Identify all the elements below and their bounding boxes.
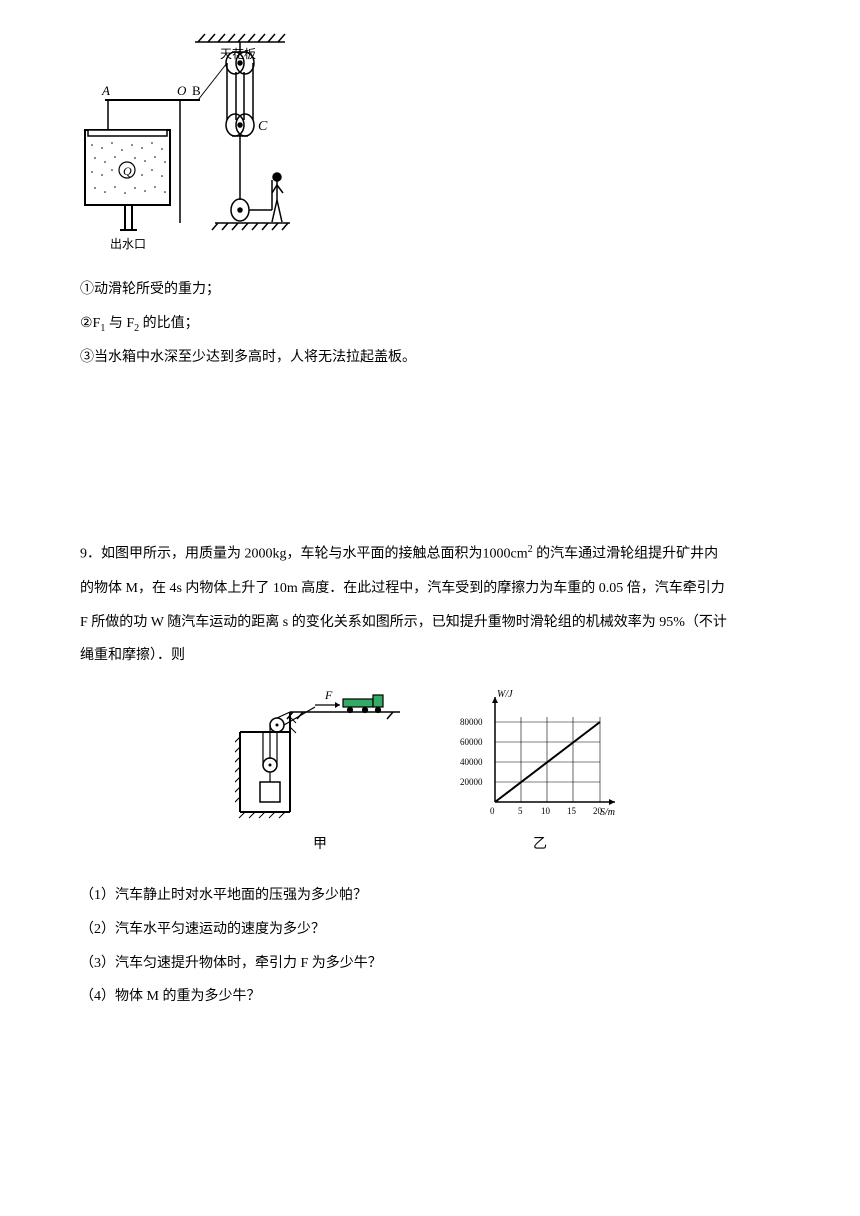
caption-yi: 乙 (455, 830, 625, 861)
label-B: B (192, 83, 201, 98)
label-A: A (101, 83, 110, 98)
pulley-tank-diagram: 天花板 C (80, 30, 290, 260)
ytick-2: 60000 (460, 737, 483, 747)
label-C: C (258, 119, 268, 134)
q9-t1: 如图甲所示，用质量为 2000kg，车轮与水平面的接触总面积为 (101, 547, 483, 562)
q8-2-prefix: ②F (80, 316, 100, 331)
ytick-3: 80000 (460, 717, 483, 727)
label-O: O (177, 83, 187, 98)
q9-sub-4: （4）物体 M 的重为多少牛？ (80, 982, 780, 1013)
chart-yi: W/J S/m 20000 40000 60000 80000 0 5 10 (455, 687, 625, 861)
label-F: F (324, 688, 333, 702)
ylabel: W/J (497, 689, 513, 700)
q9-sub-1: （1）汽车静止时对水平地面的压强为多少帕？ (80, 881, 780, 912)
q9-area: 1000cm (483, 547, 528, 562)
q8-2-suffix: 的比值； (139, 316, 199, 331)
xtick-3: 20 (593, 806, 603, 816)
q9-text-line-4: 绳重和摩擦）．则 (80, 641, 780, 672)
xtick-0: 5 (518, 806, 523, 816)
q9-number: 9． (80, 547, 101, 562)
q8-2-mid: 与 F (105, 316, 134, 331)
figure-1: 天花板 C (80, 30, 780, 260)
q8-item-2: ②F1 与 F2 的比值； (80, 309, 780, 340)
ytick-0: 20000 (460, 777, 483, 787)
outlet-label: 出水口 (110, 237, 146, 251)
q8-item-3: ③当水箱中水深至少达到多高时，人将无法拉起盖板。 (80, 343, 780, 374)
q9-text-line-1: 9．如图甲所示，用质量为 2000kg，车轮与水平面的接触总面积为1000cm2… (80, 539, 780, 570)
xtick-2: 15 (567, 806, 577, 816)
q8-item-1: ①动滑轮所受的重力； (80, 275, 780, 306)
origin: 0 (490, 806, 495, 816)
label-Q: Q (123, 164, 132, 178)
q9-text-line-2: 的物体 M，在 4s 内物体上升了 10m 高度．在此过程中，汽车受到的摩擦力为… (80, 574, 780, 605)
q9-sub-3: （3）汽车匀速提升物体时，牵引力 F 为多少牛？ (80, 949, 780, 980)
figure-2: F 甲 W/J S/m (80, 687, 780, 861)
xtick-1: 10 (541, 806, 551, 816)
diagram-jia: F 甲 (235, 687, 405, 861)
q9-t2: 的汽车通过滑轮组提升矿井内 (533, 547, 719, 562)
q9-sub-2: （2）汽车水平匀速运动的速度为多少？ (80, 915, 780, 946)
xlabel: S/m (600, 807, 615, 818)
q9-text-line-3: F 所做的功 W 随汽车运动的距离 s 的变化关系如图所示，已知提升重物时滑轮组… (80, 608, 780, 639)
caption-jia: 甲 (235, 830, 405, 861)
ytick-1: 40000 (460, 757, 483, 767)
